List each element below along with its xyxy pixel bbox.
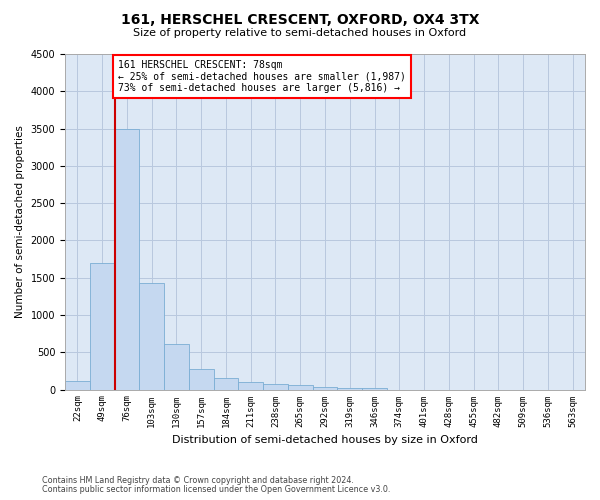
Bar (337, 388, 362, 390)
Bar (214, 378, 238, 390)
Bar (189, 368, 214, 390)
Bar (65, 382, 90, 390)
Bar (139, 283, 164, 390)
Text: Contains HM Land Registry data © Crown copyright and database right 2024.: Contains HM Land Registry data © Crown c… (42, 476, 354, 485)
Text: 161, HERSCHEL CRESCENT, OXFORD, OX4 3TX: 161, HERSCHEL CRESCENT, OXFORD, OX4 3TX (121, 12, 479, 26)
X-axis label: Distribution of semi-detached houses by size in Oxford: Distribution of semi-detached houses by … (172, 435, 478, 445)
Bar (263, 384, 288, 390)
Bar (115, 128, 139, 390)
Text: Contains public sector information licensed under the Open Government Licence v3: Contains public sector information licen… (42, 485, 391, 494)
Bar (164, 344, 189, 390)
Text: 161 HERSCHEL CRESCENT: 78sqm
← 25% of semi-detached houses are smaller (1,987)
7: 161 HERSCHEL CRESCENT: 78sqm ← 25% of se… (118, 60, 406, 93)
Bar (288, 386, 313, 390)
Bar (362, 388, 387, 390)
Bar (313, 386, 337, 390)
Y-axis label: Number of semi-detached properties: Number of semi-detached properties (15, 126, 25, 318)
Text: Size of property relative to semi-detached houses in Oxford: Size of property relative to semi-detach… (133, 28, 467, 38)
Bar (90, 263, 115, 390)
Bar (238, 382, 263, 390)
